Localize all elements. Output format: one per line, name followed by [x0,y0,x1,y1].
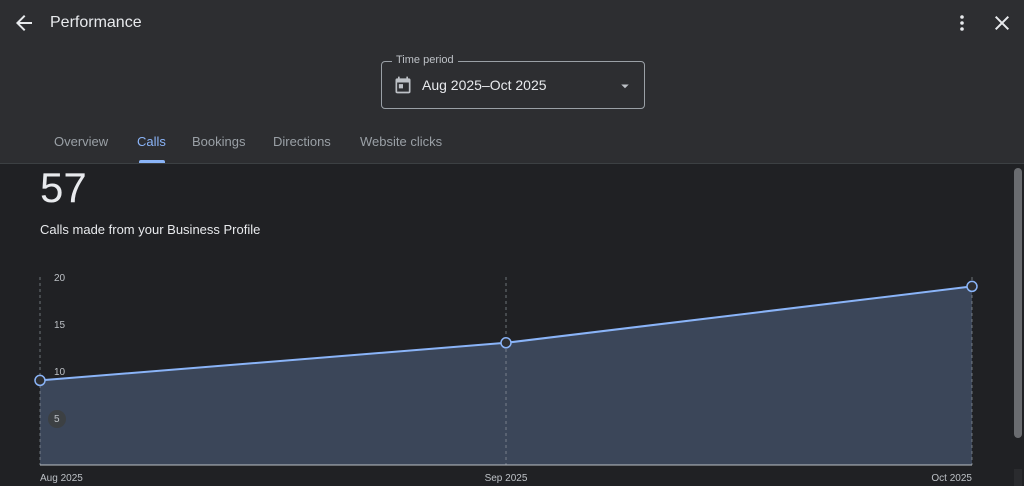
y-tick-badge [48,410,66,428]
data-point [500,337,512,349]
data-point [966,280,978,293]
tab-bookings[interactable]: Bookings [192,134,246,149]
scrollbar-track [1014,469,1022,486]
calls-chart: 20 15 10 5 Aug 2025 Sep 2025 Oct 2025 [34,273,978,484]
y-tick-label: 10 [54,367,66,378]
scrollbar-thumb[interactable] [1014,168,1022,438]
x-tick-label: Sep 2025 [485,473,528,484]
page-title: Performance [50,14,142,31]
tab-website-clicks[interactable]: Website clicks [360,134,443,149]
time-period-label: Time period [392,54,458,66]
active-tab-indicator [139,160,165,163]
tab-calls[interactable]: Calls [137,134,166,149]
y-tick-label: 15 [54,320,66,331]
y-tick-label: 20 [54,273,66,284]
total-calls-value: 57 [40,164,87,211]
tab-directions[interactable]: Directions [273,134,331,149]
data-point [34,374,46,387]
time-period-select[interactable]: Time period Aug 2025–Oct 2025 [381,54,645,109]
close-icon[interactable] [990,11,1014,35]
time-period-value: Aug 2025–Oct 2025 [422,77,547,93]
dropdown-arrow-icon [616,77,634,95]
x-tick-label: Oct 2025 [931,473,972,484]
x-tick-label: Aug 2025 [40,473,83,484]
more-options-icon[interactable] [950,11,974,35]
calendar-icon [393,75,413,95]
back-arrow-icon[interactable] [12,11,36,35]
top-bar: Performance Time period Aug 2025–Oct 202… [0,0,1024,164]
y-tick-label: 5 [54,414,60,425]
total-calls-caption: Calls made from your Business Profile [40,222,261,237]
tab-overview[interactable]: Overview [54,134,109,149]
main-content: 57 Calls made from your Business Profile… [0,164,1024,486]
